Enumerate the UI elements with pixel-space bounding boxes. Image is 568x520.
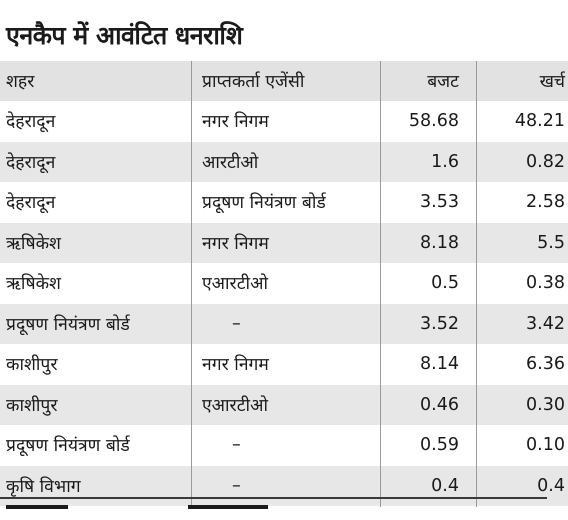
table-row: प्रदूषण नियंत्रण बोर्ड – 3.52 3.42 xyxy=(0,303,568,344)
cell-expenditure: 3.42 xyxy=(476,303,568,344)
cell-budget: 58.68 xyxy=(380,101,477,142)
cell-city: देहरादून xyxy=(6,112,56,133)
table-row: प्रदूषण नियंत्रण बोर्ड – 0.59 0.10 xyxy=(0,425,568,466)
header-agency: प्राप्तकर्ता एजेंसी xyxy=(191,61,381,101)
table-title: एनकैप में आवंटित धनराशि xyxy=(6,21,243,50)
cell-city: देहरादून xyxy=(6,193,56,214)
cell-budget: 0.59 xyxy=(380,425,477,466)
cell-city: प्रदूषण नियंत्रण बोर्ड xyxy=(6,436,130,457)
table-bottom-rule xyxy=(0,497,547,499)
cell-city: काशीपुर xyxy=(6,355,58,376)
header-city: शहर xyxy=(6,71,35,92)
table-header-row: शहर प्राप्तकर्ता एजेंसी बजट खर्च xyxy=(0,61,568,101)
cutoff-text-fragment xyxy=(188,505,268,509)
cell-agency: – xyxy=(191,303,381,344)
cell-expenditure: 0.10 xyxy=(476,425,568,466)
cell-expenditure: 0.82 xyxy=(476,141,568,182)
header-budget: बजट xyxy=(380,61,477,101)
table-row: ऋषिकेश एआरटीओ 0.5 0.38 xyxy=(0,263,568,304)
cell-city: काशीपुर xyxy=(6,395,58,416)
cell-expenditure: 0.38 xyxy=(476,263,568,304)
cell-budget: 3.52 xyxy=(380,303,477,344)
cell-agency: प्रदूषण नियंत्रण बोर्ड xyxy=(191,182,381,223)
table-row: काशीपुर एआरटीओ 0.46 0.30 xyxy=(0,384,568,425)
cell-city: ऋषिकेश xyxy=(6,233,61,254)
cell-agency: आरटीओ xyxy=(191,141,381,182)
cell-expenditure: 2.58 xyxy=(476,182,568,223)
cell-budget: 0.4 xyxy=(380,465,477,506)
cell-expenditure: 0.4 xyxy=(476,465,568,506)
cell-agency: नगर निगम xyxy=(191,344,381,385)
cell-expenditure: 48.21 xyxy=(476,101,568,142)
table-row: कृषि विभाग – 0.4 0.4 xyxy=(0,465,568,506)
cell-budget: 8.18 xyxy=(380,222,477,263)
table-row: देहरादून आरटीओ 1.6 0.82 xyxy=(0,141,568,182)
cell-agency: – xyxy=(191,465,381,506)
cell-agency: एआरटीओ xyxy=(191,384,381,425)
table-row: काशीपुर नगर निगम 8.14 6.36 xyxy=(0,344,568,385)
cell-agency: नगर निगम xyxy=(191,222,381,263)
cell-expenditure: 0.30 xyxy=(476,384,568,425)
cell-budget: 0.46 xyxy=(380,384,477,425)
cell-agency: नगर निगम xyxy=(191,101,381,142)
table-row: देहरादून प्रदूषण नियंत्रण बोर्ड 3.53 2.5… xyxy=(0,182,568,223)
cell-expenditure: 5.5 xyxy=(476,222,568,263)
table-row: ऋषिकेश नगर निगम 8.18 5.5 xyxy=(0,222,568,263)
cutoff-text-fragment xyxy=(6,505,68,509)
cell-agency: एआरटीओ xyxy=(191,263,381,304)
cell-budget: 3.53 xyxy=(380,182,477,223)
cell-city: ऋषिकेश xyxy=(6,274,61,295)
cell-city: कृषि विभाग xyxy=(6,476,81,497)
cell-budget: 8.14 xyxy=(380,344,477,385)
cell-budget: 0.5 xyxy=(380,263,477,304)
header-expenditure: खर्च xyxy=(476,61,568,101)
cell-city: प्रदूषण नियंत्रण बोर्ड xyxy=(6,314,130,335)
cell-expenditure: 6.36 xyxy=(476,344,568,385)
cell-agency: – xyxy=(191,425,381,466)
cell-budget: 1.6 xyxy=(380,141,477,182)
cell-city: देहरादून xyxy=(6,152,56,173)
allocation-table: शहर प्राप्तकर्ता एजेंसी बजट खर्च देहरादू… xyxy=(0,61,568,507)
table-row: देहरादून नगर निगम 58.68 48.21 xyxy=(0,101,568,142)
